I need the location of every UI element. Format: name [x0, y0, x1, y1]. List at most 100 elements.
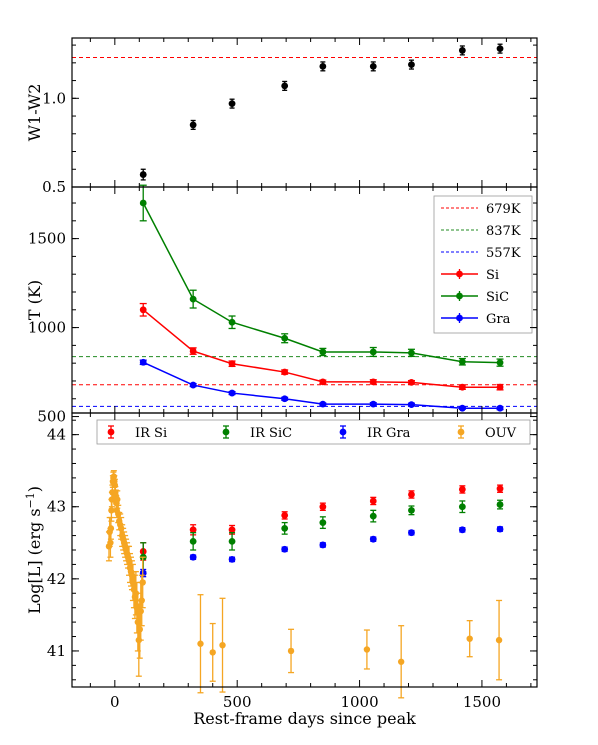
data-point [319, 348, 327, 356]
y-ticks: 0.5 1.0 [42, 44, 537, 196]
data-point [228, 526, 236, 534]
data-point [189, 526, 197, 534]
series-ouv [105, 470, 503, 699]
legend-marker [456, 270, 463, 278]
data-point [408, 349, 415, 357]
data-point [369, 348, 377, 356]
data-point [107, 525, 115, 532]
data-point [496, 404, 504, 412]
data-point [408, 506, 415, 514]
data-point [319, 541, 327, 549]
data-point [139, 306, 147, 314]
data-point [281, 334, 289, 342]
data-point [458, 358, 466, 366]
data-point [189, 537, 197, 545]
x-tick-label: 0 [110, 693, 120, 711]
legend-marker [456, 314, 463, 322]
y-ticks: 41 42 43 44 [47, 419, 537, 681]
data-point [137, 608, 144, 615]
data-point [281, 545, 289, 553]
series-sic [139, 184, 504, 367]
data-point [496, 359, 504, 367]
x-tick-label: 500 [223, 693, 252, 711]
x-ticks [89, 38, 532, 187]
data-point [496, 45, 504, 53]
data-point [319, 62, 327, 70]
legend: 679K 837K 557K Si SiC Gra [433, 195, 533, 334]
data-point [496, 525, 504, 533]
data-point [281, 82, 289, 90]
data-point [369, 62, 377, 70]
data-point [219, 641, 226, 649]
data-point [408, 61, 415, 69]
y-tick-label: 1.0 [42, 89, 66, 107]
data-point [458, 503, 466, 511]
y-tick-label: 42 [47, 570, 66, 588]
panel-frame [71, 412, 538, 688]
data-point [319, 503, 327, 511]
data-point [369, 497, 377, 505]
data-point [408, 491, 415, 498]
panel-luminosity: Log[L] (erg s−1) IR Si IR SiC IR Gra OUV Rest… [24, 419, 531, 728]
legend-marker [107, 428, 115, 436]
data-point [107, 539, 114, 546]
data-point [114, 496, 121, 503]
data-point [281, 395, 289, 403]
y-axis-label: T (K) [25, 280, 44, 320]
panel-temperature: T (K) 679K 837K 557K Si SiC Gra [25, 184, 537, 412]
data-point [197, 640, 204, 647]
data-point [369, 512, 377, 520]
y-tick-label: 41 [47, 642, 66, 660]
data-point [281, 368, 289, 376]
data-point [363, 646, 371, 653]
x-axis-label: Rest-frame days since peak [193, 709, 416, 728]
legend-label: IR Si [135, 426, 167, 441]
legend-marker [222, 428, 230, 436]
data-point [139, 579, 146, 586]
legend: IR Si IR SiC IR Gra OUV [96, 419, 531, 445]
data-point [458, 383, 466, 391]
data-point [281, 511, 289, 519]
data-point [466, 635, 473, 642]
data-point [397, 658, 405, 665]
data-point [136, 626, 143, 633]
data-point [138, 597, 145, 604]
data-point [369, 535, 377, 543]
x-ticks: 0 500 1000 1500 [89, 413, 532, 711]
y-axis-label: W1-W2 [25, 84, 44, 142]
data-point [209, 649, 216, 656]
data-point [139, 358, 147, 366]
data-point [458, 486, 466, 493]
data-point [458, 404, 466, 412]
y-axis-label: Log[L] (erg s−1) [24, 486, 44, 614]
data-point [458, 526, 466, 534]
legend-marker [457, 428, 465, 436]
data-point [228, 360, 236, 368]
y-tick-label: 0.5 [42, 178, 66, 196]
x-tick-label: 1000 [340, 693, 378, 711]
data-point [139, 171, 147, 178]
data-point [458, 47, 466, 54]
data-point [189, 121, 197, 129]
legend-label: Gra [486, 312, 511, 327]
series-si [139, 302, 504, 391]
legend-label: SiC [486, 290, 509, 305]
y-tick-label: 44 [47, 426, 66, 444]
data-point [228, 537, 236, 545]
data-point [408, 401, 415, 409]
data-point [319, 519, 327, 526]
data-point [287, 647, 295, 655]
y-tick-label: 43 [47, 498, 66, 516]
series-ir-gra [139, 525, 504, 578]
legend-label: 557K [486, 246, 521, 261]
y-tick-label: 1000 [28, 319, 66, 337]
series-ir-sic [139, 499, 504, 573]
data-point [496, 501, 504, 508]
legend-label: IR SiC [250, 426, 292, 441]
y-tick-label: 500 [37, 408, 66, 426]
data-point [369, 400, 377, 408]
legend-box [433, 195, 533, 334]
legend-marker [456, 292, 463, 300]
y-ticks: 500 1000 1500 [28, 202, 537, 426]
